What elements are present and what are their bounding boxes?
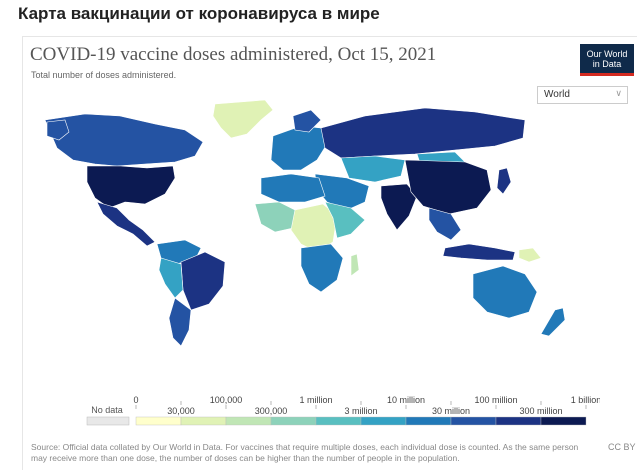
region-australia[interactable] xyxy=(472,265,538,319)
legend-bin[interactable] xyxy=(180,416,227,426)
region-select[interactable]: World ∨ xyxy=(537,86,628,104)
legend-bin[interactable] xyxy=(225,416,272,426)
color-legend: No data 0 100,000 1 million 10 million 100 m… xyxy=(86,395,600,426)
region-canada[interactable] xyxy=(44,113,204,167)
region-west-africa[interactable] xyxy=(254,201,296,233)
region-alaska[interactable] xyxy=(46,119,70,141)
region-southern-cone[interactable] xyxy=(168,297,192,347)
region-japan[interactable] xyxy=(496,167,512,195)
region-greenland[interactable] xyxy=(212,99,274,139)
chevron-down-icon: ∨ xyxy=(615,88,622,98)
legend-bottom-label: 300 million xyxy=(519,406,562,416)
legend-bin[interactable] xyxy=(405,416,452,426)
region-china[interactable] xyxy=(404,159,492,215)
legend-top-label: 100 million xyxy=(474,395,517,405)
legend-top-label: 1 million xyxy=(299,395,332,405)
region-madagascar[interactable] xyxy=(350,253,360,277)
chart-title: COVID-19 vaccine doses administered, Oct… xyxy=(30,44,437,65)
region-east-africa[interactable] xyxy=(324,201,366,239)
legend-bin[interactable] xyxy=(135,416,182,426)
legend-bottom-label: 30 million xyxy=(432,406,470,416)
legend-bin[interactable] xyxy=(270,416,317,426)
region-new-zealand[interactable] xyxy=(540,307,566,337)
legend-bin[interactable] xyxy=(360,416,407,426)
legend-bottom-label: 3 million xyxy=(344,406,377,416)
region-europe[interactable] xyxy=(270,125,328,171)
legend-bin[interactable] xyxy=(315,416,362,426)
region-papua[interactable] xyxy=(518,247,542,263)
owid-logo[interactable]: Our World in Data xyxy=(580,44,634,76)
region-usa[interactable] xyxy=(86,165,176,209)
region-brazil[interactable] xyxy=(180,251,226,311)
chart-frame xyxy=(22,36,637,470)
logo-line-2: in Data xyxy=(592,59,622,69)
region-southern-africa[interactable] xyxy=(300,243,344,293)
chart-subtitle: Total number of doses administered. xyxy=(31,70,177,80)
legend-top-label: 10 million xyxy=(387,395,425,405)
region-andes[interactable] xyxy=(158,257,184,299)
legend-bins xyxy=(135,416,587,426)
legend-top-label: 1 billion xyxy=(571,395,600,405)
legend-top-label: 0 xyxy=(133,395,138,405)
legend-no-data-label: No data xyxy=(91,405,123,415)
region-southeast-asia[interactable] xyxy=(428,207,462,241)
legend-bottom-label: 30,000 xyxy=(167,406,195,416)
legend-top-label: 100,000 xyxy=(210,395,243,405)
region-mexico[interactable] xyxy=(96,201,156,247)
region-scandinavia[interactable] xyxy=(292,109,322,133)
region-india[interactable] xyxy=(380,183,418,231)
region-north-africa[interactable] xyxy=(260,173,326,203)
region-select-value: World xyxy=(544,89,570,100)
region-indonesia[interactable] xyxy=(442,243,516,261)
license-link[interactable]: CC BY xyxy=(608,442,636,452)
legend-bin[interactable] xyxy=(540,416,587,426)
logo-line-1: Our World xyxy=(586,49,628,59)
page-heading: Карта вакцинации от коронавируса в мире xyxy=(18,4,380,23)
world-map[interactable] xyxy=(25,98,580,348)
legend-bin[interactable] xyxy=(450,416,497,426)
region-central-asia[interactable] xyxy=(340,155,406,183)
legend-no-data-swatch xyxy=(86,416,130,426)
source-note: Source: Official data collated by Our Wo… xyxy=(31,442,579,463)
region-russia[interactable] xyxy=(320,107,526,159)
legend-bin[interactable] xyxy=(495,416,542,426)
legend-bottom-label: 300,000 xyxy=(255,406,288,416)
